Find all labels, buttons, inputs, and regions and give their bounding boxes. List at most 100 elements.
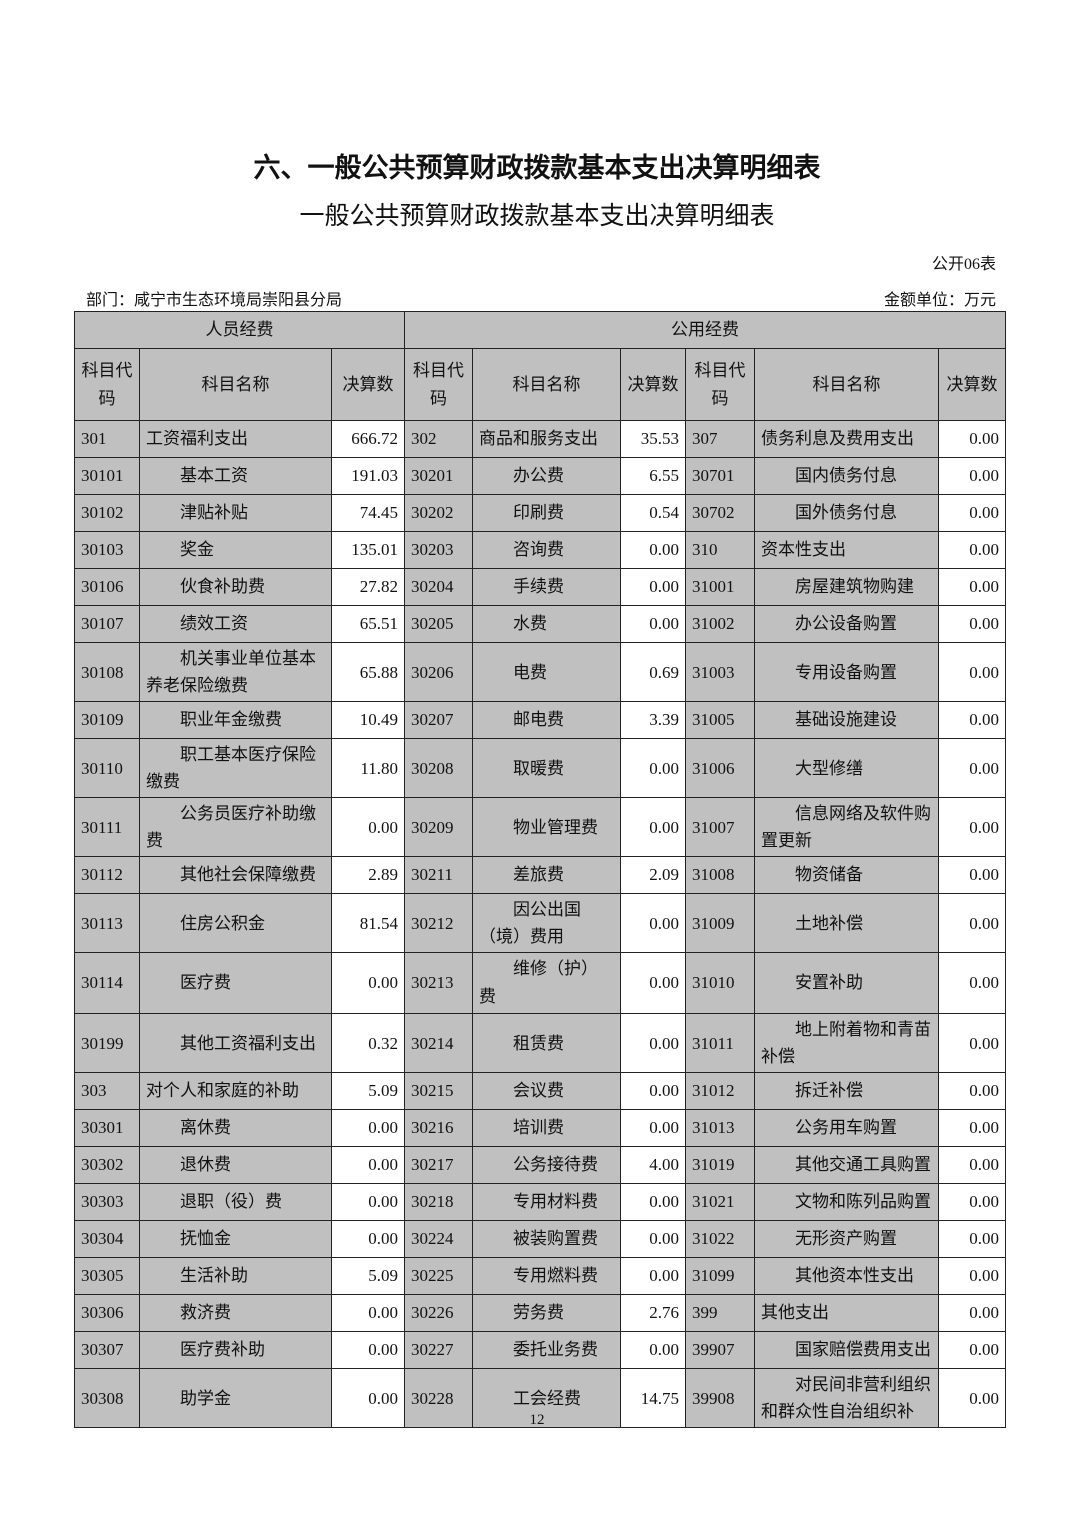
code-cell: 30216 [404,1109,473,1147]
name-cell: 国外债务付息 [754,494,939,532]
code-cell: 30101 [74,457,140,495]
amount-cell: 0.00 [938,738,1006,798]
name-cell: 取暖费 [472,738,621,798]
code-cell: 31010 [685,952,755,1014]
name-cell: 其他资本性支出 [754,1257,939,1295]
name-cell: 医疗费 [139,952,332,1014]
code-cell: 31005 [685,701,755,739]
code-cell: 30108 [74,642,140,702]
name-cell: 绩效工资 [139,605,332,643]
amount-cell: 0.00 [938,1220,1006,1258]
table-row: 30111 公务员医疗补助缴费 0.00 30209 物业管理费 0.00 31007 信息网… [74,797,1006,857]
code-cell: 30302 [74,1146,140,1184]
table-row: 30106 伙食补助费 27.82 30204 手续费 0.00 31001 房屋建筑物购建 0… [74,568,1006,606]
amount-cell: 0.00 [331,952,405,1014]
code-cell: 30304 [74,1220,140,1258]
code-cell: 30214 [404,1013,473,1073]
amount-cell: 35.53 [620,420,686,458]
code-cell: 31019 [685,1146,755,1184]
table-row: 30102 津贴补贴 74.45 30202 印刷费 0.54 30702 国外债务付息 0.0… [74,494,1006,532]
amount-cell: 0.00 [331,797,405,857]
name-cell: 资本性支出 [754,531,939,569]
name-cell: 物业管理费 [472,797,621,857]
amount-cell: 2.09 [620,856,686,894]
page-number: 12 [529,1412,545,1428]
name-cell: 生活补助 [139,1257,332,1295]
code-cell: 31009 [685,893,755,953]
table-row: 30101 基本工资 191.03 30201 办公费 6.55 30701 国内债务付息 0.… [74,457,1006,495]
amount-cell: 135.01 [331,531,405,569]
code-cell: 30208 [404,738,473,798]
name-cell: 其他交通工具购置 [754,1146,939,1184]
amount-cell: 0.00 [620,893,686,953]
code-cell: 30225 [404,1257,473,1295]
code-cell: 39908 [685,1368,755,1428]
amount-cell: 0.00 [331,1294,405,1332]
code-cell: 30224 [404,1220,473,1258]
code-cell: 31013 [685,1109,755,1147]
name-cell: 信息网络及软件购置更新 [754,797,939,857]
name-cell: 基础设施建设 [754,701,939,739]
table-number: 公开06表 [931,256,996,273]
amount-cell: 0.00 [331,1368,405,1428]
code-cell: 30109 [74,701,140,739]
amount-cell: 0.00 [331,1183,405,1221]
table-row: 30308 助学金 0.00 30228 工会经费 14.75 39908 对民间非营利组织和… [74,1368,1006,1428]
name-cell: 印刷费 [472,494,621,532]
code-cell: 307 [685,420,755,458]
name-cell: 住房公积金 [139,893,332,953]
code-cell: 30701 [685,457,755,495]
code-cell: 30307 [74,1331,140,1369]
amount-cell: 5.09 [331,1257,405,1295]
department-label: 部门：咸宁市生态环境局崇阳县分局 [86,292,343,309]
code-cell: 31003 [685,642,755,702]
code-cell: 30114 [74,952,140,1014]
amount-cell: 0.69 [620,642,686,702]
amount-cell: 0.00 [938,1013,1006,1073]
table-row: 30107 绩效工资 65.51 30205 水费 0.00 31002 办公设备购置 0.00 [74,605,1006,643]
amount-cell: 6.55 [620,457,686,495]
name-cell: 职工基本医疗保险缴费 [139,738,332,798]
table-row: 30113 住房公积金 81.54 30212 因公出国（境）费用 0.00 31009 土地… [74,893,1006,953]
name-cell: 电费 [472,642,621,702]
name-cell: 津贴补贴 [139,494,332,532]
amount-cell: 0.00 [620,797,686,857]
code-cell: 31008 [685,856,755,894]
name-cell: 商品和服务支出 [472,420,621,458]
amount-cell: 0.00 [938,1109,1006,1147]
code-cell: 39907 [685,1331,755,1369]
table-row: 30307 医疗费补助 0.00 30227 委托业务费 0.00 39907 国家赔偿费用支… [74,1331,1006,1369]
name-cell: 物资储备 [754,856,939,894]
code-cell: 30227 [404,1331,473,1369]
name-cell: 培训费 [472,1109,621,1147]
amount-cell: 0.00 [938,1183,1006,1221]
amount-cell: 0.00 [938,568,1006,606]
table-row: 30103 奖金 135.01 30203 咨询费 0.00 310 资本性支出 0.00 [74,531,1006,569]
amount-cell: 0.00 [620,1257,686,1295]
code-cell: 30206 [404,642,473,702]
amount-cell: 0.00 [938,642,1006,702]
code-cell: 30303 [74,1183,140,1221]
name-cell: 因公出国（境）费用 [472,893,621,953]
table-row: 30112 其他社会保障缴费 2.89 30211 差旅费 2.09 31008 物资储备 0.… [74,856,1006,894]
col-header-code: 科目代码 [74,348,140,421]
code-cell: 302 [404,420,473,458]
name-cell: 对个人和家庭的补助 [139,1072,332,1110]
amount-cell: 0.00 [938,1294,1006,1332]
amount-cell: 0.00 [938,952,1006,1014]
amount-cell: 0.54 [620,494,686,532]
code-cell: 30306 [74,1294,140,1332]
expenditure-table: 人员经费 公用经费 科目代码 科目名称 决算数 科目代码 科目名称 决算数 科目… [74,311,1006,1428]
code-cell: 30103 [74,531,140,569]
name-cell: 差旅费 [472,856,621,894]
name-cell: 公务用车购置 [754,1109,939,1147]
code-cell: 30199 [74,1013,140,1073]
table-row: 30301 离休费 0.00 30216 培训费 0.00 31013 公务用车购置 0.00 [74,1109,1006,1147]
code-cell: 30111 [74,797,140,857]
code-cell: 31012 [685,1072,755,1110]
code-cell: 30112 [74,856,140,894]
name-cell: 手续费 [472,568,621,606]
amount-cell: 0.00 [620,568,686,606]
code-cell: 30211 [404,856,473,894]
name-cell: 地上附着物和青苗补偿 [754,1013,939,1073]
